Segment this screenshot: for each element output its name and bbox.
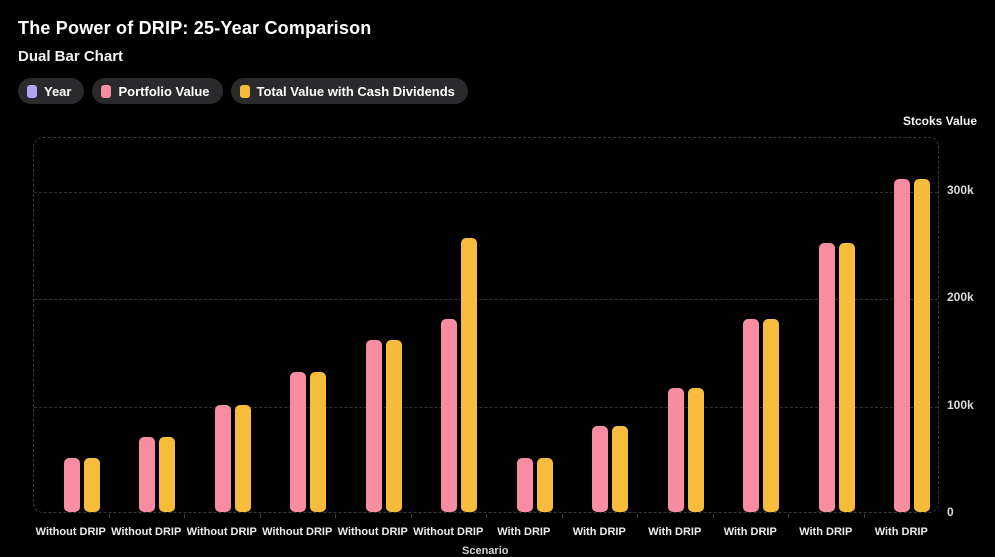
x-tick-label: With DRIP bbox=[874, 526, 928, 538]
x-tick-label: Without DRIP bbox=[111, 526, 182, 538]
bar-portfolio-value[interactable] bbox=[63, 458, 80, 512]
bar-total-value-with-cash-dividends[interactable] bbox=[914, 178, 931, 512]
bar-group bbox=[799, 243, 855, 512]
legend-item-portfolio-value[interactable]: Portfolio Value bbox=[92, 78, 223, 104]
x-tick-label: With DRIP bbox=[572, 526, 626, 538]
bar-group bbox=[572, 426, 629, 512]
chart-subtitle: Dual Bar Chart bbox=[18, 48, 124, 65]
bar-portfolio-value[interactable] bbox=[894, 178, 911, 512]
bar-portfolio-value[interactable] bbox=[290, 372, 307, 512]
bar-portfolio-value[interactable] bbox=[441, 318, 458, 512]
bar-portfolio-value[interactable] bbox=[139, 436, 156, 512]
bar-group bbox=[346, 340, 402, 512]
bar-total-value-with-cash-dividends[interactable] bbox=[310, 372, 327, 512]
x-axis-tick bbox=[712, 514, 714, 518]
y-tick-label: 200k bbox=[947, 290, 974, 305]
bar-portfolio-value[interactable] bbox=[667, 388, 684, 512]
bar-portfolio-value[interactable] bbox=[818, 243, 835, 512]
bar-group bbox=[44, 458, 100, 512]
bar-total-value-with-cash-dividends[interactable] bbox=[687, 388, 704, 512]
bar-group bbox=[421, 238, 478, 512]
x-axis-tick bbox=[863, 514, 865, 518]
legend-item-total-value[interactable]: Total Value with Cash Dividends bbox=[230, 78, 468, 104]
year-swatch-icon bbox=[27, 84, 37, 98]
bar-group bbox=[270, 372, 327, 512]
bar-group bbox=[648, 388, 704, 512]
legend-item-label: Total Value with Cash Dividends bbox=[256, 83, 455, 99]
legend-item-label: Portfolio Value bbox=[118, 83, 210, 99]
portfolio-value-swatch-icon bbox=[101, 84, 112, 98]
x-axis-tick bbox=[335, 514, 336, 518]
x-tick-label: Without DRIP bbox=[337, 526, 408, 538]
bar-total-value-with-cash-dividends[interactable] bbox=[385, 340, 402, 512]
legend: Year Portfolio Value Total Value with Ca… bbox=[18, 78, 468, 104]
bar-total-value-with-cash-dividends[interactable] bbox=[159, 436, 176, 512]
x-axis-tick bbox=[259, 514, 261, 518]
x-axis-tick bbox=[486, 514, 487, 518]
bar-group bbox=[195, 404, 251, 512]
bar-portfolio-value[interactable] bbox=[743, 318, 760, 512]
page-title: The Power of DRIP: 25-Year Comparison bbox=[18, 18, 372, 38]
bar-total-value-with-cash-dividends[interactable] bbox=[763, 318, 780, 512]
x-axis-title: Scenario bbox=[462, 545, 509, 557]
gridline bbox=[34, 299, 938, 301]
bar-total-value-with-cash-dividends[interactable] bbox=[838, 243, 855, 512]
bar-group bbox=[723, 318, 780, 512]
y-tick-label: 100k bbox=[947, 397, 974, 412]
x-tick-label: With DRIP bbox=[799, 526, 853, 538]
x-tick-label: With DRIP bbox=[723, 526, 777, 538]
bar-portfolio-value[interactable] bbox=[516, 458, 533, 512]
x-tick-label: Without DRIP bbox=[262, 526, 333, 538]
bar-group bbox=[497, 458, 553, 512]
x-axis-tick bbox=[788, 514, 789, 518]
x-tick-label: Without DRIP bbox=[35, 526, 106, 538]
bar-portfolio-value[interactable] bbox=[365, 340, 382, 512]
bar-total-value-with-cash-dividends[interactable] bbox=[536, 458, 553, 512]
y-tick-label: 300k bbox=[947, 182, 974, 197]
legend-item-year[interactable]: Year bbox=[18, 78, 85, 104]
x-tick-label: Without DRIP bbox=[186, 526, 257, 538]
bar-total-value-with-cash-dividends[interactable] bbox=[612, 426, 629, 512]
plot-area bbox=[33, 137, 939, 513]
x-axis-tick bbox=[637, 514, 638, 518]
x-axis-tick bbox=[184, 514, 185, 518]
y-tick-label: 0 bbox=[947, 505, 954, 519]
x-tick-label: Without DRIP bbox=[413, 526, 484, 538]
x-axis-tick bbox=[561, 514, 563, 518]
total-value-swatch-icon bbox=[239, 84, 250, 98]
bar-group bbox=[874, 178, 931, 512]
bar-portfolio-value[interactable] bbox=[214, 404, 231, 512]
x-axis-tick bbox=[108, 514, 110, 518]
x-tick-label: With DRIP bbox=[648, 526, 702, 538]
x-axis-tick bbox=[410, 514, 412, 518]
gridline bbox=[34, 406, 938, 408]
bar-portfolio-value[interactable] bbox=[592, 426, 609, 512]
bar-group bbox=[119, 436, 176, 512]
y-axis-title: Stcoks Value bbox=[902, 114, 977, 128]
legend-item-label: Year bbox=[44, 83, 72, 99]
x-tick-label: With DRIP bbox=[497, 526, 551, 538]
gridline bbox=[34, 191, 938, 193]
bar-total-value-with-cash-dividends[interactable] bbox=[234, 404, 251, 512]
bar-total-value-with-cash-dividends[interactable] bbox=[461, 238, 478, 512]
bar-total-value-with-cash-dividends[interactable] bbox=[83, 458, 100, 512]
